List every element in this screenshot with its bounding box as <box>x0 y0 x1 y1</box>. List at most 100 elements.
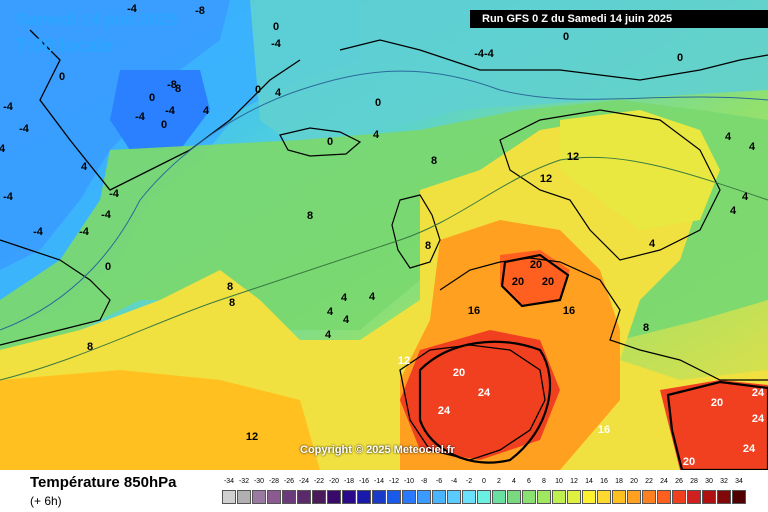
isotherm-label: -4 <box>127 3 138 15</box>
scale-swatch <box>582 490 596 504</box>
isotherm-label: -8 <box>167 79 177 91</box>
field-teal-north <box>250 0 768 150</box>
scale-swatch <box>252 490 266 504</box>
scale-label: -24 <box>298 478 310 485</box>
isotherm-label: 4 <box>275 87 282 99</box>
isotherm-label: 4 <box>341 292 348 304</box>
scale-label: -4 <box>450 478 458 485</box>
scale-swatch <box>657 490 671 504</box>
isotherm-label: 8 <box>431 155 437 167</box>
scale-swatch <box>537 490 551 504</box>
scale-label: -20 <box>328 478 340 485</box>
scale-swatch <box>417 490 431 504</box>
isotherm-label: 4 <box>649 238 656 250</box>
isotherm-label: 8 <box>175 83 181 95</box>
forecast-offset: (+ 6h) <box>30 494 62 508</box>
coast-europe <box>439 257 768 381</box>
scale-swatch <box>267 490 281 504</box>
scale-label: 12 <box>570 478 578 485</box>
field-orange-sw <box>0 370 320 470</box>
scale-swatch <box>567 490 581 504</box>
scale-label: -10 <box>403 478 415 485</box>
scale-swatch <box>627 490 641 504</box>
field-yellow-scandinavia <box>560 110 720 230</box>
field-cold-greenland <box>110 70 210 150</box>
scale-swatch <box>492 490 506 504</box>
isotherm-label: 20 <box>542 276 554 288</box>
isotherm-label: -4 <box>135 111 146 123</box>
scale-swatch <box>312 490 326 504</box>
scale-label: 32 <box>720 478 728 485</box>
scale-label: -30 <box>253 478 265 485</box>
isotherm-label: 24 <box>438 405 451 417</box>
isotherm-label: 4 <box>749 141 756 153</box>
isotherm-label: -4 <box>101 209 112 221</box>
isotherm-label: -8 <box>195 5 205 17</box>
isotherm-20-germany <box>500 253 570 308</box>
isotherm-label: 0 <box>375 97 381 109</box>
coast-uk <box>391 194 441 269</box>
isotherm-20-east <box>666 380 768 470</box>
isotherm-label: 4 <box>373 129 380 141</box>
scale-swatch <box>237 490 251 504</box>
isotherm-label: 0 <box>273 21 279 33</box>
scale-label: 28 <box>690 478 698 485</box>
scale-swatch <box>552 490 566 504</box>
scale-swatch <box>597 490 611 504</box>
isotherm-label: -4 <box>165 105 176 117</box>
isotherm-label: 0 <box>563 31 569 43</box>
isotherm-label: 8 <box>307 210 313 222</box>
scale-label: -28 <box>268 478 280 485</box>
scale-swatch <box>717 490 731 504</box>
scale-label: -8 <box>420 478 428 485</box>
isotherm-label: -4 <box>271 38 282 50</box>
scale-label: 10 <box>555 478 563 485</box>
scale-label: 26 <box>675 478 683 485</box>
isotherm-label: 16 <box>563 305 575 317</box>
scale-swatch <box>477 490 491 504</box>
field-red-iberia <box>400 330 560 460</box>
scale-label: -6 <box>435 478 443 485</box>
scale-swatch <box>402 490 416 504</box>
scale-swatch <box>432 490 446 504</box>
isotherm-label: 12 <box>246 431 258 443</box>
isotherm-label: 16 <box>598 424 610 436</box>
scale-label: -12 <box>388 478 400 485</box>
legend-footer: Température 850hPa (+ 6h) -34 -32 -30 -28 -2… <box>0 470 768 512</box>
isotherm-label: 12 <box>398 355 410 367</box>
isotherm-label: 8 <box>643 322 649 334</box>
temperature-scale: -34 -32 -30 -28 -26 -24 -22 -20 -18 -16 -14 -12 -10-… <box>222 478 758 508</box>
scale-swatch <box>462 490 476 504</box>
scale-swatch <box>327 490 341 504</box>
scale-label: 4 <box>512 478 516 485</box>
isotherm-label: 4 <box>0 143 6 155</box>
scale-label: 18 <box>615 478 623 485</box>
coast-greenland <box>29 29 301 191</box>
isotherm-label: -4 <box>3 101 14 113</box>
map-title: Température 850hPa <box>30 474 177 491</box>
isotherm-label: 4 <box>327 306 334 318</box>
scale-swatch <box>447 490 461 504</box>
isotherm-label: 24 <box>478 387 491 399</box>
isotherm-label: 12 <box>567 151 579 163</box>
scale-swatch <box>507 490 521 504</box>
isotherm-label: -4 <box>3 191 14 203</box>
forecast-date: Samedi 14 juin 2025 <box>16 10 178 29</box>
coast-iceland <box>279 127 362 157</box>
isotherm-label: 20 <box>453 367 465 379</box>
isotherm-label: 4 <box>725 131 732 143</box>
coast-canada <box>0 239 111 346</box>
scale-swatch <box>372 490 386 504</box>
isotherm-label: 4 <box>369 291 376 303</box>
scale-label: -32 <box>238 478 250 485</box>
field-cold-core <box>0 0 230 270</box>
isotherm-label: 24 <box>752 413 765 425</box>
isotherm-8 <box>0 156 768 381</box>
scale-swatch <box>282 490 296 504</box>
run-banner: Run GFS 0 Z du Samedi 14 juin 2025 <box>470 10 768 28</box>
scale-label: -26 <box>283 478 295 485</box>
scale-swatch <box>342 490 356 504</box>
isotherm-label: 0 <box>161 119 167 131</box>
isotherm-label: 0 <box>677 52 683 64</box>
